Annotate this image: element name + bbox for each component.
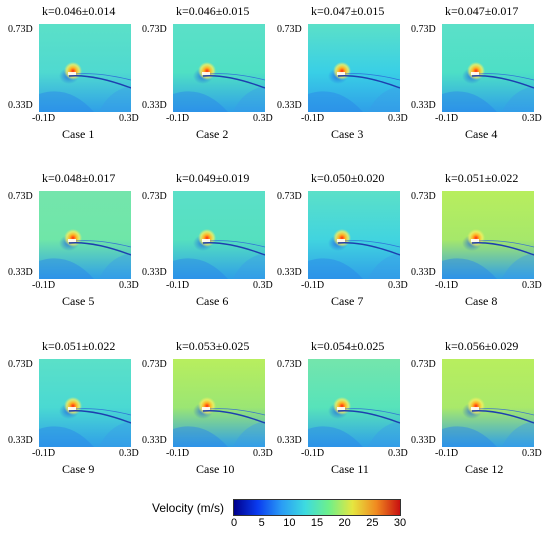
colorbar-tick-label: 5 [258,517,265,529]
x-axis-left-tick: -0.1D [435,113,459,124]
y-axis-bottom-tick: 0.33D [8,267,33,278]
case-label: Case 5 [62,294,95,308]
case-label: Case 7 [331,294,364,308]
velocity-contour-plot [173,359,265,447]
y-axis-top-tick: 0.73D [411,24,436,35]
x-axis-right-tick: 0.3D [253,280,273,291]
colorbar-tick-label: 20 [338,517,351,529]
colorbar-tick-label: 15 [310,517,324,529]
case-label: Case 6 [196,294,229,308]
x-axis-left-tick: -0.1D [166,448,190,459]
x-axis-right-tick: 0.3D [119,448,139,459]
velocity-contour-plot [308,24,400,112]
x-axis-left-tick: -0.1D [32,280,56,291]
x-axis-right-tick: 0.3D [522,280,542,291]
x-axis-left-tick: -0.1D [166,280,190,291]
case-label: Case 9 [62,462,95,476]
case-label: Case 3 [331,127,364,141]
k-value-label: k=0.047±0.015 [311,4,385,18]
x-axis-left-tick: -0.1D [301,113,325,124]
colorbar-gradient [233,499,401,516]
velocity-contour-plot [173,191,265,279]
x-axis-right-tick: 0.3D [388,280,408,291]
y-axis-bottom-tick: 0.33D [8,435,33,446]
x-axis-right-tick: 0.3D [522,113,542,124]
x-axis-right-tick: 0.3D [119,280,139,291]
x-axis-right-tick: 0.3D [253,113,273,124]
y-axis-top-tick: 0.73D [8,359,33,370]
x-axis-left-tick: -0.1D [301,448,325,459]
colorbar-tick-label: 10 [283,517,296,529]
y-axis-top-tick: 0.73D [8,24,33,35]
x-axis-right-tick: 0.3D [388,448,408,459]
y-axis-top-tick: 0.73D [277,24,302,35]
case-label: Case 11 [331,462,369,476]
k-value-label: k=0.049±0.019 [176,171,250,185]
velocity-contour-plot [442,24,534,112]
y-axis-bottom-tick: 0.33D [411,267,436,278]
y-axis-bottom-tick: 0.33D [411,435,436,446]
x-axis-left-tick: -0.1D [435,448,459,459]
x-axis-left-tick: -0.1D [435,280,459,291]
y-axis-top-tick: 0.73D [277,191,302,202]
k-value-label: k=0.050±0.020 [311,171,385,185]
k-value-label: k=0.051±0.022 [42,339,116,353]
case-label: Case 1 [62,127,95,141]
x-axis-left-tick: -0.1D [32,113,56,124]
x-axis-right-tick: 0.3D [119,113,139,124]
x-axis-left-tick: -0.1D [301,280,325,291]
y-axis-bottom-tick: 0.33D [142,267,167,278]
x-axis-right-tick: 0.3D [253,448,273,459]
k-value-label: k=0.048±0.017 [42,171,116,185]
x-axis-right-tick: 0.3D [388,113,408,124]
velocity-contour-plot [39,24,131,112]
case-label: Case 4 [465,127,498,141]
velocity-contour-plot [442,191,534,279]
x-axis-left-tick: -0.1D [166,113,190,124]
y-axis-bottom-tick: 0.33D [277,435,302,446]
y-axis-top-tick: 0.73D [411,191,436,202]
colorbar-tick-label: 25 [366,517,379,529]
y-axis-top-tick: 0.73D [277,359,302,370]
y-axis-bottom-tick: 0.33D [8,100,33,111]
y-axis-bottom-tick: 0.33D [277,267,302,278]
case-label: Case 10 [196,462,235,476]
y-axis-top-tick: 0.73D [411,359,436,370]
colorbar-tick-label: 0 [230,517,238,529]
velocity-contour-plot [308,191,400,279]
velocity-contour-plot [39,359,131,447]
k-value-label: k=0.047±0.017 [445,4,519,18]
k-value-label: k=0.051±0.022 [445,171,519,185]
y-axis-bottom-tick: 0.33D [277,100,302,111]
y-axis-bottom-tick: 0.33D [142,435,167,446]
k-value-label: k=0.054±0.025 [311,339,385,353]
case-label: Case 12 [465,462,504,476]
y-axis-top-tick: 0.73D [142,191,167,202]
y-axis-top-tick: 0.73D [142,359,167,370]
velocity-contour-plot [173,24,265,112]
velocity-contour-plot [308,359,400,447]
k-value-label: k=0.046±0.014 [42,4,116,18]
y-axis-bottom-tick: 0.33D [411,100,436,111]
velocity-contour-plot [442,359,534,447]
x-axis-left-tick: -0.1D [32,448,56,459]
colorbar-tick-label: 30 [393,517,407,529]
k-value-label: k=0.046±0.015 [176,4,250,18]
k-value-label: k=0.053±0.025 [176,339,250,353]
y-axis-top-tick: 0.73D [8,191,33,202]
y-axis-top-tick: 0.73D [142,24,167,35]
case-label: Case 2 [196,127,229,141]
k-value-label: k=0.056±0.029 [445,339,519,353]
case-label: Case 8 [465,294,498,308]
velocity-contour-plot [39,191,131,279]
colorbar-title: Velocity (m/s) [152,501,225,515]
y-axis-bottom-tick: 0.33D [142,100,167,111]
x-axis-right-tick: 0.3D [522,448,542,459]
